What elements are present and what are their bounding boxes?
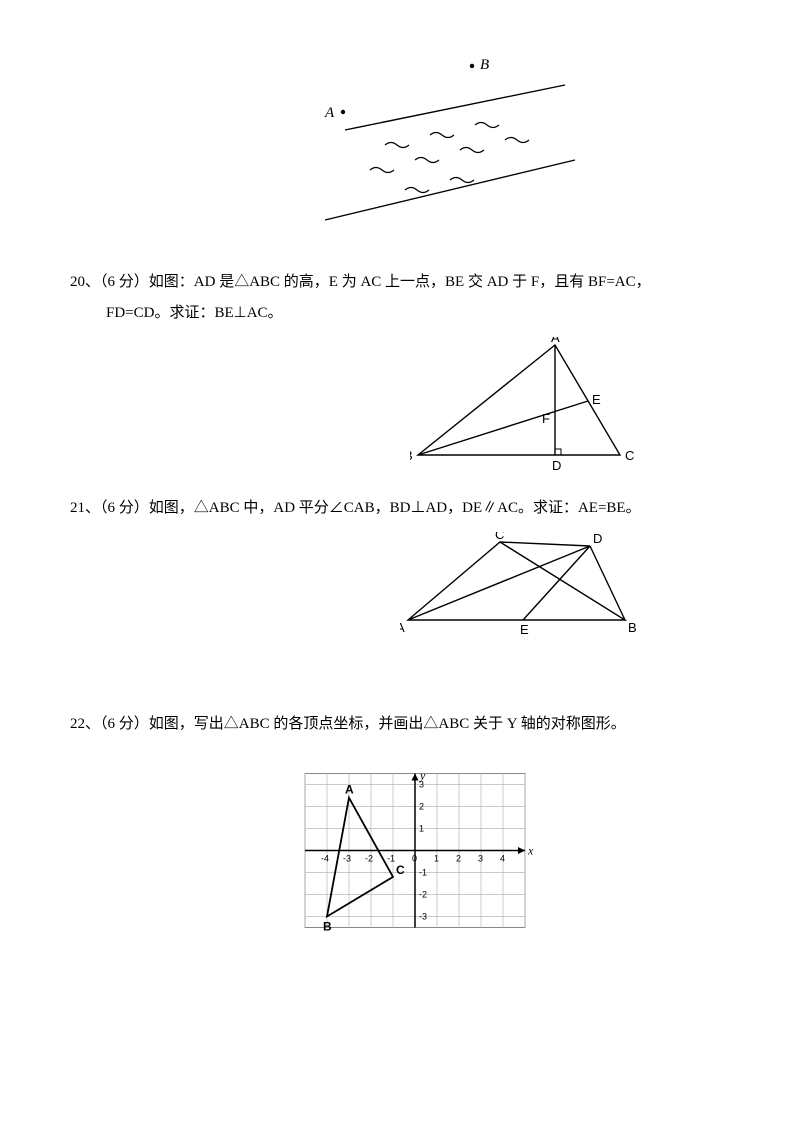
q20-number: 20、 <box>70 274 100 290</box>
q22-svg: xy-4-3-2-101234-3-2-1123ABC <box>290 763 540 938</box>
river-svg: AB <box>155 50 675 250</box>
q20-line2: FD=CD。求证：BE⊥AC。 <box>70 301 760 327</box>
q22-number: 22、 <box>70 716 100 732</box>
svg-text:E: E <box>520 622 529 637</box>
svg-text:1: 1 <box>434 853 439 863</box>
svg-text:B: B <box>323 919 332 933</box>
svg-text:A: A <box>400 620 405 635</box>
svg-text:A: A <box>345 782 354 796</box>
svg-text:2: 2 <box>419 801 424 811</box>
svg-text:A: A <box>551 337 560 345</box>
svg-text:D: D <box>552 458 561 473</box>
svg-text:B: B <box>480 57 489 73</box>
svg-text:D: D <box>593 532 602 546</box>
q21-points: （6 分） <box>100 500 149 516</box>
svg-text:A: A <box>324 105 335 121</box>
q21-svg: A B C D E <box>400 532 640 637</box>
svg-text:4: 4 <box>500 853 505 863</box>
q20-line1: 20、（6 分）如图：AD 是△ABC 的高，E 为 AC 上一点，BE 交 A… <box>70 270 760 296</box>
q22-line: 22、（6 分）如图，写出△ABC 的各顶点坐标，并画出△ABC 关于 Y 轴的… <box>70 712 760 738</box>
svg-text:-3: -3 <box>419 911 427 921</box>
q21-number: 21、 <box>70 500 100 516</box>
svg-text:3: 3 <box>478 853 483 863</box>
spacer <box>70 656 760 706</box>
q22-text: 如图，写出△ABC 的各顶点坐标，并画出△ABC 关于 Y 轴的对称图形。 <box>149 716 626 732</box>
fig-river: AB <box>70 50 760 260</box>
q20-svg: A B C D E F <box>410 337 640 477</box>
svg-text:C: C <box>625 448 634 463</box>
svg-text:B: B <box>410 448 413 463</box>
svg-text:E: E <box>592 392 601 407</box>
fig-q20: A B C D E F <box>70 337 760 487</box>
svg-text:C: C <box>396 862 405 876</box>
svg-text:1: 1 <box>419 823 424 833</box>
svg-text:C: C <box>495 532 504 542</box>
svg-text:2: 2 <box>456 853 461 863</box>
svg-text:F: F <box>542 411 550 426</box>
q20-points: （6 分） <box>100 274 149 290</box>
svg-text:3: 3 <box>419 779 424 789</box>
svg-text:x: x <box>527 843 534 857</box>
svg-text:-4: -4 <box>321 853 329 863</box>
fig-q21: A B C D E <box>70 532 760 647</box>
svg-text:-3: -3 <box>343 853 351 863</box>
svg-text:-2: -2 <box>419 889 427 899</box>
q22-points: （6 分） <box>100 716 149 732</box>
svg-text:-2: -2 <box>365 853 373 863</box>
q21-line: 21、（6 分）如图，△ABC 中，AD 平分∠CAB，BD⊥AD，DE∥AC。… <box>70 496 760 522</box>
svg-text:-1: -1 <box>419 867 427 877</box>
svg-text:B: B <box>628 620 637 635</box>
svg-text:0: 0 <box>412 853 417 863</box>
q20-text2: FD=CD。求证：BE⊥AC。 <box>106 305 283 321</box>
fig-q22: xy-4-3-2-101234-3-2-1123ABC <box>70 748 760 948</box>
q21-text: 如图，△ABC 中，AD 平分∠CAB，BD⊥AD，DE∥AC。求证：AE=BE… <box>149 500 641 516</box>
q20-text1: 如图：AD 是△ABC 的高，E 为 AC 上一点，BE 交 AD 于 F，且有… <box>149 274 651 290</box>
svg-text:-1: -1 <box>387 853 395 863</box>
